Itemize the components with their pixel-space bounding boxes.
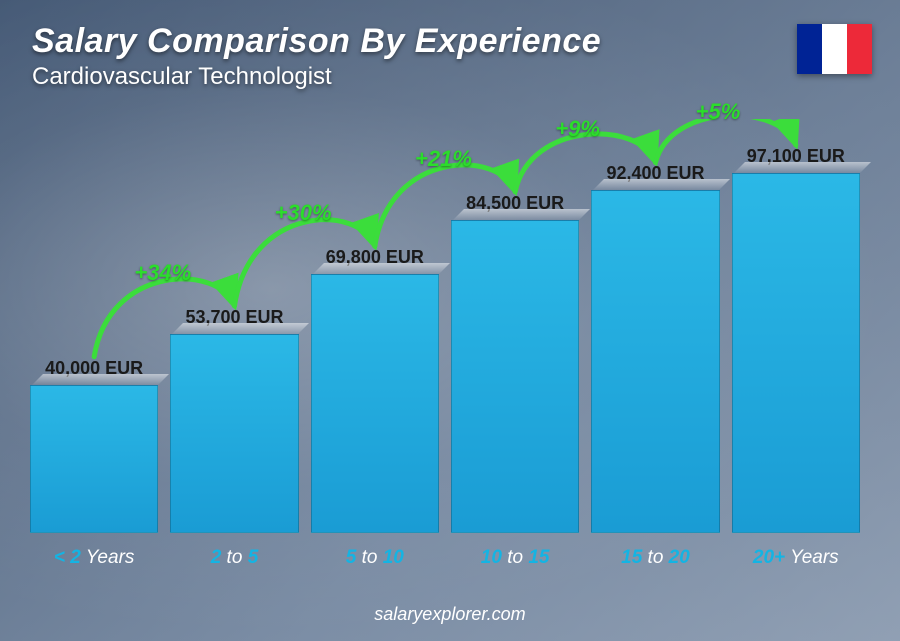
x-axis-label: 15 to 20 (591, 547, 719, 569)
x-axis-label: < 2 Years (30, 547, 158, 569)
flag-stripe-blue (797, 24, 822, 74)
increase-label: +21% (415, 146, 472, 172)
flag-stripe-white (822, 24, 847, 74)
footer-credit: salaryexplorer.com (0, 604, 900, 625)
x-axis-label: 10 to 15 (451, 547, 579, 569)
x-axis-labels: < 2 Years 2 to 5 5 to 10 10 to 15 15 to 20 20… (30, 547, 860, 569)
increase-label: +9% (555, 116, 600, 142)
increase-label: +34% (134, 260, 191, 286)
bar-column: 97,100 EUR (732, 146, 860, 533)
bar (30, 385, 158, 533)
x-axis-label: 20+ Years (732, 547, 860, 569)
increase-label: +30% (275, 200, 332, 226)
chart-area: 40,000 EUR53,700 EUR69,800 EUR84,500 EUR… (30, 119, 860, 569)
chart-subtitle: Cardiovascular Technologist (32, 63, 601, 91)
bar-column: 53,700 EUR (170, 307, 298, 533)
bar-column: 40,000 EUR (30, 358, 158, 533)
x-axis-label: 2 to 5 (170, 547, 298, 569)
flag-stripe-red (847, 24, 872, 74)
bar (170, 334, 298, 533)
bar (732, 173, 860, 533)
bar (591, 190, 719, 533)
country-flag-france (797, 24, 872, 74)
bar-column: 92,400 EUR (591, 163, 719, 533)
bar-column: 84,500 EUR (451, 193, 579, 533)
bars-container: 40,000 EUR53,700 EUR69,800 EUR84,500 EUR… (30, 119, 860, 533)
title-block: Salary Comparison By Experience Cardiova… (32, 22, 601, 91)
bar-column: 69,800 EUR (311, 247, 439, 533)
bar (311, 274, 439, 533)
increase-label: +5% (696, 99, 741, 125)
chart-title: Salary Comparison By Experience (32, 22, 601, 61)
x-axis-label: 5 to 10 (311, 547, 439, 569)
bar (451, 220, 579, 533)
